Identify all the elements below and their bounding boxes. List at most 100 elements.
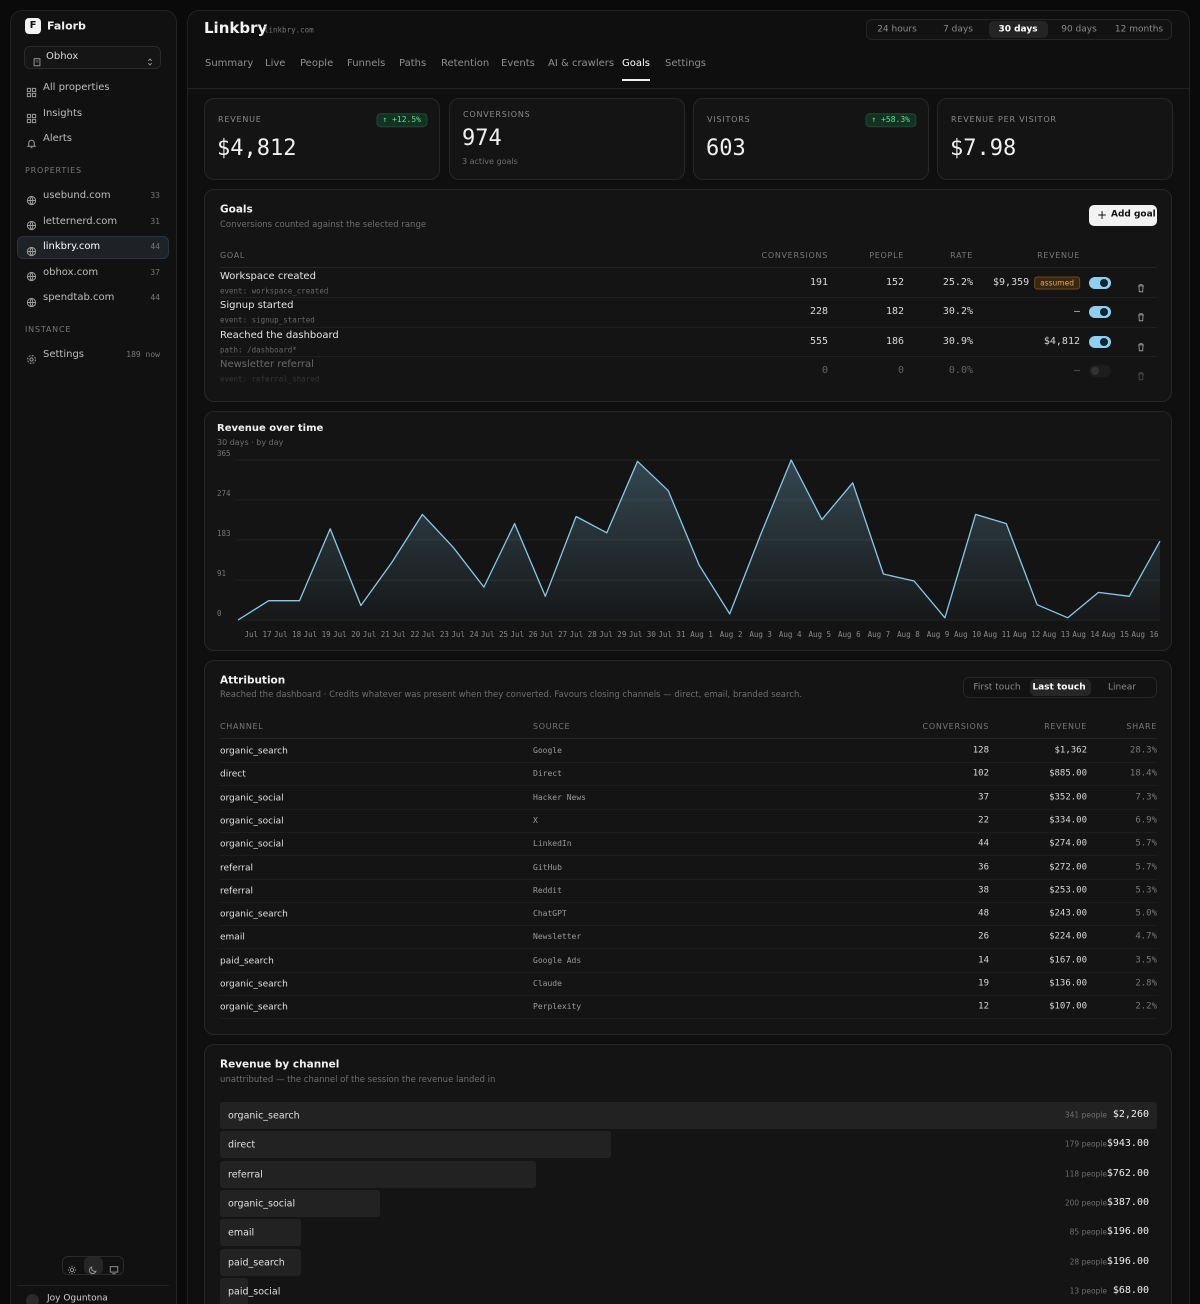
nav-icon — [26, 83, 37, 97]
attribution-revenue: $243.00 — [1049, 908, 1087, 919]
workspace-select[interactable] — [24, 46, 161, 69]
attribution-share: 5.7% — [1135, 838, 1157, 849]
property-count: 44 — [150, 293, 160, 303]
goal-delete[interactable] — [1136, 337, 1146, 351]
attribution-channel: email — [220, 932, 245, 943]
attribution-column: CONVERSIONS — [922, 722, 989, 732]
channel-bar — [220, 1189, 381, 1217]
channel-bar — [220, 1248, 302, 1276]
goal-key: path: /dashboard* — [220, 345, 297, 355]
brand-name: Falorb — [47, 19, 86, 33]
attribution-conversions: 26 — [978, 931, 989, 942]
goal-delete[interactable] — [1136, 366, 1146, 381]
goal-key: event: workspace_created — [220, 286, 329, 296]
section-heading: PROPERTIES — [25, 166, 82, 176]
attribution-row-rule — [220, 762, 1157, 763]
goal-name: Signup started — [220, 300, 294, 312]
goal-key: event: referral_shared — [220, 374, 320, 384]
goals-title: Goals — [220, 203, 253, 216]
add-goal-button[interactable] — [1089, 205, 1157, 226]
nav-item[interactable]: All properties — [43, 82, 110, 93]
goal-rate: 25.2% — [942, 277, 973, 288]
channel-revenue: $943.00 — [1106, 1138, 1149, 1150]
tab[interactable]: Retention — [441, 58, 490, 69]
kpi-label: REVENUE — [218, 115, 262, 125]
range-option[interactable]: 7 days — [943, 24, 973, 35]
channel-revenue: $196.00 — [1106, 1226, 1149, 1238]
workspace-chevron — [145, 52, 155, 66]
tab[interactable]: Events — [501, 58, 535, 69]
mode-option[interactable]: Last touch — [1032, 682, 1086, 693]
attribution-revenue: $1,362 — [1054, 745, 1087, 756]
tab[interactable]: Settings — [665, 58, 707, 69]
attribution-conversions: 19 — [978, 978, 989, 989]
goal-delete[interactable] — [1136, 278, 1146, 293]
attribution-revenue: $253.00 — [1049, 885, 1087, 896]
attribution-source: Claude — [533, 979, 562, 989]
goal-rate: 0.0% — [948, 364, 973, 376]
attribution-conversions: 102 — [972, 768, 989, 779]
attribution-column: CHANNEL — [220, 722, 264, 732]
attribution-revenue: $107.00 — [1049, 1001, 1087, 1012]
tab[interactable]: AI & crawlers — [548, 58, 615, 69]
channel-people: 341 people — [1064, 1110, 1107, 1120]
attribution-share: 3.5% — [1135, 955, 1157, 966]
channel-bar — [220, 1131, 611, 1159]
brand-logo — [25, 18, 41, 34]
attribution-subtitle: Reached the dashboard · Credits whatever… — [220, 689, 803, 700]
tab[interactable]: Live — [265, 58, 286, 69]
mode-active — [1030, 679, 1091, 696]
channel-revenue: $387.00 — [1106, 1196, 1149, 1208]
channel-subtitle: unattributed — the channel of the sessio… — [220, 1074, 496, 1085]
mode-option[interactable]: Linear — [1108, 682, 1136, 693]
nav-item[interactable]: Insights — [43, 108, 83, 119]
property-name[interactable]: letternerd.com — [43, 215, 118, 227]
range-option[interactable]: 12 months — [1114, 24, 1164, 35]
user-avatar — [26, 1294, 39, 1304]
channel-name: organic_search — [228, 1110, 300, 1122]
property-name[interactable]: usebund.com — [43, 190, 111, 201]
chart-subtitle: 30 days · by day — [217, 438, 284, 448]
range-option[interactable]: 90 days — [1061, 24, 1097, 35]
instance-name[interactable]: Settings — [43, 349, 85, 360]
attribution-share: 2.8% — [1135, 978, 1157, 989]
add-goal-label[interactable]: Add goal — [1111, 209, 1156, 220]
tab[interactable]: Paths — [399, 58, 427, 69]
goals-row-rule — [220, 326, 1157, 328]
property-name[interactable]: spendtab.com — [43, 292, 115, 303]
kpi-value: $4,812 — [217, 135, 297, 161]
goal-toggle-knob — [1091, 366, 1099, 375]
range-option[interactable]: 24 hours — [877, 24, 917, 35]
channel-bar — [220, 1102, 1157, 1129]
channel-bar — [220, 1277, 249, 1304]
attribution-share: 28.3% — [1129, 745, 1157, 756]
tab[interactable]: Funnels — [347, 58, 386, 69]
attribution-conversions: 12 — [978, 1001, 989, 1012]
tab[interactable]: Summary — [205, 58, 254, 69]
chart-card — [204, 411, 1172, 651]
channel-title: Revenue by channel — [220, 1058, 340, 1071]
property-name[interactable]: obhox.com — [43, 266, 99, 278]
attribution-source: Perplexity — [533, 1002, 582, 1012]
goal-toggle[interactable] — [1089, 364, 1111, 377]
tab[interactable]: Goals — [622, 58, 650, 69]
channel-bar — [220, 1219, 302, 1247]
tab-underline — [622, 79, 650, 81]
channel-name: organic_social — [228, 1198, 296, 1210]
nav-item[interactable]: Alerts — [43, 133, 73, 144]
goal-delete[interactable] — [1136, 307, 1146, 322]
attribution-conversions: 44 — [978, 838, 989, 849]
channel-people: 13 people — [1069, 1286, 1107, 1296]
mode-option[interactable]: First touch — [973, 682, 1021, 693]
property-name[interactable]: linkbry.com — [43, 241, 101, 252]
attribution-share: 5.7% — [1135, 862, 1157, 873]
goal-rate: 30.2% — [942, 306, 973, 318]
attribution-revenue: $272.00 — [1049, 862, 1087, 873]
attribution-row-rule — [220, 901, 1157, 903]
kpi-value: 974 — [462, 125, 502, 151]
instance-meta: 189 now — [126, 350, 160, 360]
range-option[interactable]: 30 days — [998, 24, 1038, 35]
kpi-badge: ↑ +12.5% — [376, 113, 427, 127]
tab[interactable]: People — [300, 58, 334, 69]
